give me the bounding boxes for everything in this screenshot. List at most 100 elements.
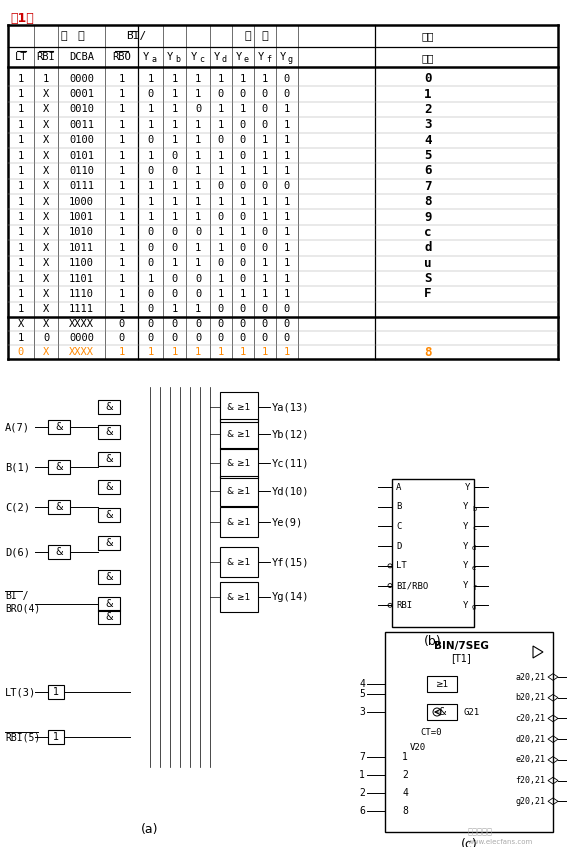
Text: 1: 1 (284, 274, 290, 284)
Text: 1100: 1100 (69, 258, 94, 268)
Text: 1011: 1011 (69, 243, 94, 252)
Text: u: u (424, 257, 431, 269)
Text: &: & (105, 599, 113, 609)
Text: Y: Y (463, 541, 468, 551)
Text: 0: 0 (284, 74, 290, 84)
Bar (220, 448, 258, 478)
Text: 4: 4 (359, 679, 365, 689)
Text: 0: 0 (195, 333, 201, 343)
Text: 1: 1 (147, 104, 154, 114)
Text: 1: 1 (284, 166, 290, 176)
Text: Ye(9): Ye(9) (272, 517, 303, 527)
Text: Y: Y (463, 502, 468, 512)
Bar (98, 400, 120, 414)
Text: 1: 1 (218, 151, 224, 161)
Text: 1: 1 (147, 274, 154, 284)
Text: 输   入: 输 入 (61, 31, 85, 41)
Text: 0: 0 (262, 119, 268, 130)
Text: 6: 6 (424, 164, 431, 177)
Text: B: B (396, 502, 401, 512)
Text: 1: 1 (18, 274, 24, 284)
Text: 1: 1 (119, 136, 125, 145)
Text: 0: 0 (171, 289, 177, 299)
Text: 1: 1 (424, 87, 431, 101)
Text: 1: 1 (171, 104, 177, 114)
Text: (a): (a) (141, 822, 159, 835)
Text: BRO(4): BRO(4) (5, 603, 40, 613)
Text: 1: 1 (262, 151, 268, 161)
Text: 1: 1 (119, 74, 125, 84)
Text: 0: 0 (218, 136, 224, 145)
Text: XXXX: XXXX (69, 347, 94, 357)
Text: BIN/7SEG: BIN/7SEG (434, 641, 488, 651)
Text: 1: 1 (18, 289, 24, 299)
Text: 1: 1 (284, 104, 290, 114)
Text: 1: 1 (218, 347, 224, 357)
Text: 1: 1 (18, 151, 24, 161)
Text: B(1): B(1) (5, 462, 30, 472)
Text: c: c (424, 226, 431, 239)
Bar (48, 730, 64, 744)
Text: ≥1: ≥1 (435, 679, 448, 689)
Text: 0: 0 (147, 136, 154, 145)
Text: C(2): C(2) (5, 502, 30, 512)
Text: 1010: 1010 (69, 228, 94, 237)
Bar (98, 610, 120, 624)
Text: 1: 1 (195, 304, 201, 314)
Text: d: d (222, 54, 227, 64)
Text: 1: 1 (195, 258, 201, 268)
Text: www.elecfans.com: www.elecfans.com (467, 839, 532, 845)
Text: 0: 0 (171, 166, 177, 176)
Text: X: X (43, 136, 49, 145)
Text: RBI: RBI (396, 601, 412, 610)
Text: 3: 3 (424, 119, 431, 131)
Text: Yb(12): Yb(12) (272, 429, 310, 439)
Text: BI/RBO: BI/RBO (396, 581, 428, 590)
Text: 0: 0 (195, 319, 201, 329)
Text: 0: 0 (119, 333, 125, 343)
Text: & ≥1: & ≥1 (227, 458, 251, 468)
Text: 0: 0 (284, 304, 290, 314)
Text: g: g (472, 604, 476, 611)
Text: 0: 0 (43, 333, 49, 343)
Text: 1: 1 (284, 136, 290, 145)
Text: 0000: 0000 (69, 333, 94, 343)
Text: X: X (43, 319, 49, 329)
Text: 0100: 0100 (69, 136, 94, 145)
Text: 显示: 显示 (422, 31, 434, 41)
Text: 0: 0 (262, 319, 268, 329)
Text: X: X (43, 119, 49, 130)
Text: 0: 0 (147, 289, 154, 299)
Text: 0: 0 (240, 119, 246, 130)
Text: 0: 0 (195, 228, 201, 237)
Text: Y: Y (280, 52, 286, 62)
Text: g20,21: g20,21 (515, 797, 545, 805)
Text: 0: 0 (262, 243, 268, 252)
Text: &: & (55, 462, 63, 472)
Bar (220, 419, 258, 449)
Text: & ≥1: & ≥1 (227, 402, 251, 412)
Text: 1: 1 (262, 289, 268, 299)
Text: BI̅/: BI̅/ (5, 591, 28, 601)
Text: LT: LT (396, 562, 407, 570)
Text: X: X (43, 228, 49, 237)
Text: 0: 0 (284, 89, 290, 99)
Text: a20,21: a20,21 (515, 673, 545, 682)
Text: f: f (266, 54, 271, 64)
Text: 1: 1 (240, 166, 246, 176)
Text: 0: 0 (240, 136, 246, 145)
Text: 0000: 0000 (69, 74, 94, 84)
Bar (220, 507, 258, 537)
Text: 1: 1 (171, 347, 177, 357)
Text: 1: 1 (218, 197, 224, 207)
Text: 电子发烧友: 电子发烧友 (468, 828, 493, 837)
Text: Y: Y (463, 581, 468, 590)
Text: 1: 1 (284, 243, 290, 252)
Text: 1: 1 (240, 347, 246, 357)
Text: 1: 1 (147, 181, 154, 191)
Text: X: X (43, 347, 49, 357)
Text: 1: 1 (171, 181, 177, 191)
Text: f20,21: f20,21 (515, 776, 545, 785)
Text: 0: 0 (218, 258, 224, 268)
Text: 4: 4 (402, 788, 408, 798)
